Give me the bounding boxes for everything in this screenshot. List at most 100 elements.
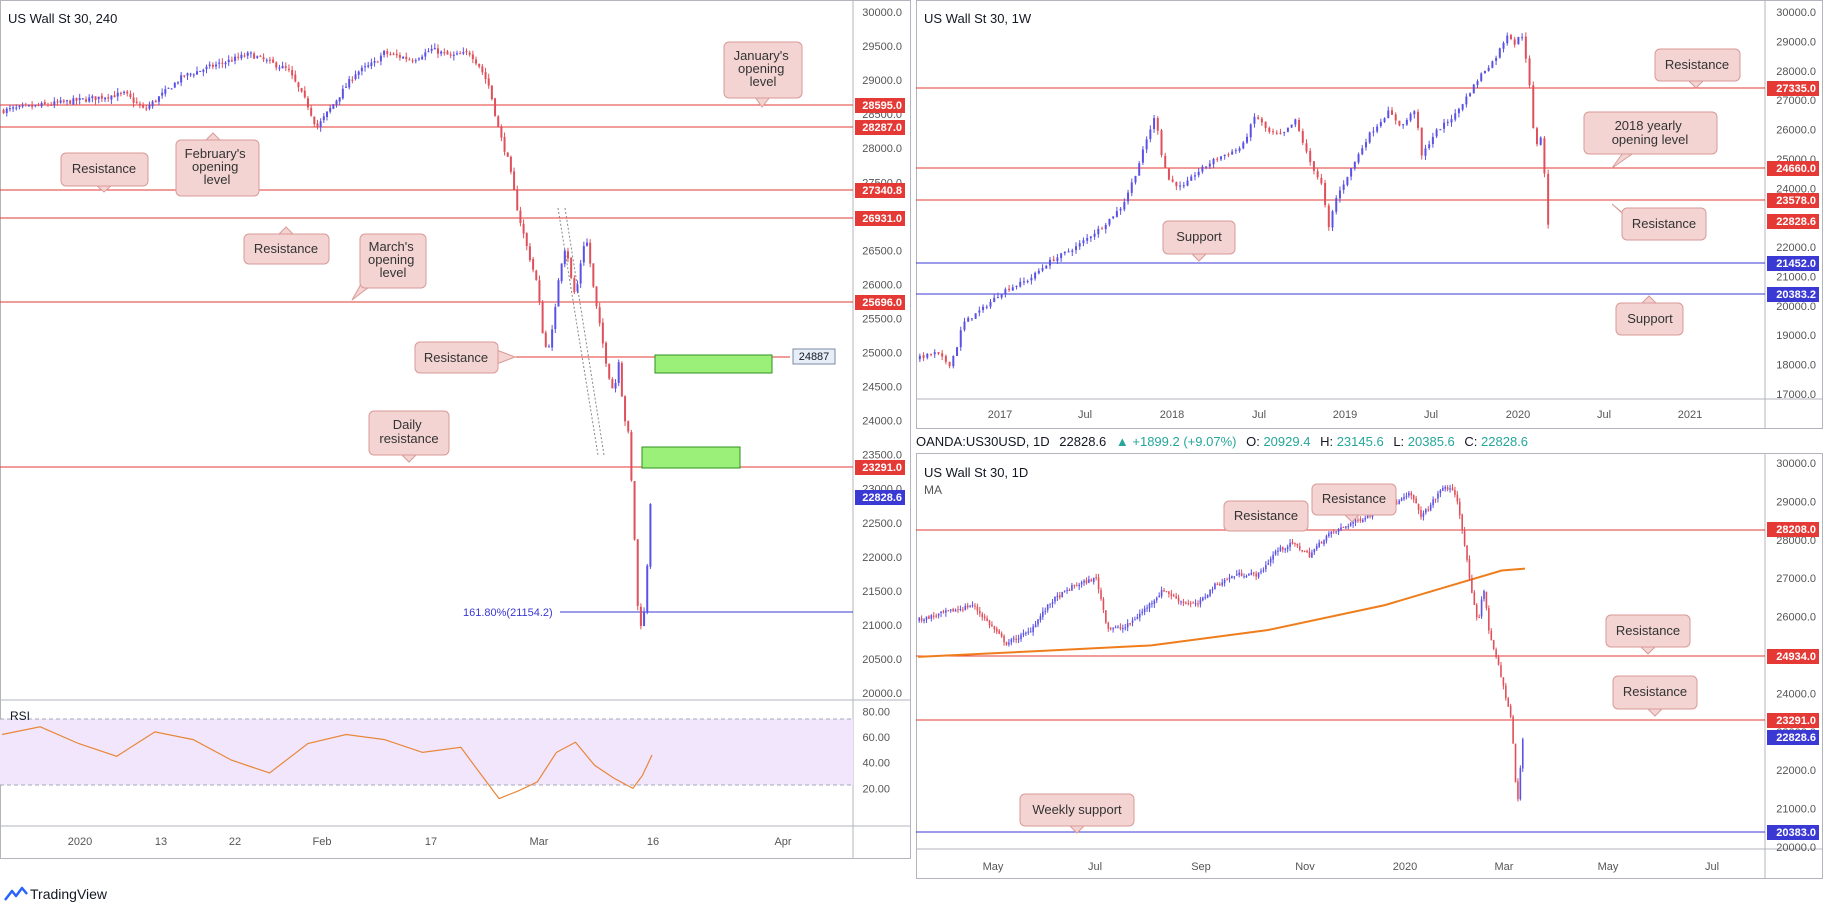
candle-body — [43, 102, 46, 104]
candle-body — [1417, 111, 1420, 128]
candle-body — [1218, 584, 1221, 586]
candle-body — [573, 278, 576, 293]
candle-body — [620, 363, 623, 397]
candle-body — [1539, 137, 1542, 145]
candle-body — [1197, 603, 1199, 605]
candle-body — [1517, 36, 1520, 45]
daily-callout-resistance-b: Resistance — [1311, 483, 1397, 523]
candle-body — [50, 104, 53, 106]
candle-body — [326, 111, 328, 118]
candle-body — [942, 611, 945, 613]
candle-body — [1443, 122, 1446, 129]
daily-callout-weekly-support: Weekly support — [1019, 793, 1135, 834]
candle-body — [1308, 551, 1311, 558]
candle-body — [1011, 287, 1014, 291]
candle-body — [1052, 259, 1055, 261]
time-tick-label: 2018 — [1160, 409, 1184, 421]
price-tick-label: 21000.0 — [1776, 804, 1816, 816]
candle-body — [421, 56, 424, 60]
candle-body — [982, 306, 985, 311]
candle-body — [1078, 243, 1081, 247]
candle-body — [993, 626, 996, 630]
daily-chart-title: US Wall St 30, 1D — [924, 465, 1028, 480]
candle-body — [1309, 150, 1312, 163]
svg-text:28208.0: 28208.0 — [1776, 524, 1816, 536]
candle-body — [500, 127, 503, 138]
candle-body — [1463, 529, 1466, 546]
candle-body — [971, 605, 974, 607]
price-tick-label: 21000.0 — [862, 620, 902, 632]
candle-body — [1226, 579, 1228, 581]
candle-body — [1298, 546, 1301, 550]
candle-body — [484, 72, 487, 80]
price-tick-label: 22000.0 — [1776, 242, 1816, 254]
candle-body — [1352, 522, 1354, 524]
price-tick-label: 21500.0 — [862, 586, 902, 598]
candle-body — [142, 104, 145, 108]
candle-body — [932, 615, 935, 617]
candle-body — [287, 68, 290, 70]
candle-body — [1180, 601, 1182, 603]
candle-body — [1136, 617, 1139, 620]
candle-body — [1126, 623, 1129, 628]
svg-text:20383.2: 20383.2 — [1776, 289, 1816, 301]
svg-text:20383.0: 20383.0 — [1776, 827, 1816, 839]
candle-body — [1165, 591, 1168, 593]
candle-body — [1170, 593, 1173, 596]
daily-low-value: 20385.6 — [1408, 434, 1455, 449]
candle-body — [1483, 71, 1486, 74]
candle-body — [12, 107, 15, 109]
candle-body — [1349, 523, 1352, 526]
candle-body — [1513, 39, 1516, 45]
candle-body — [937, 352, 940, 354]
candle-body — [513, 171, 516, 190]
candle-body — [1415, 498, 1417, 504]
candle-body — [1483, 590, 1485, 599]
candle-body — [1427, 509, 1430, 511]
candle-body — [1410, 492, 1413, 496]
time-tick-label: 2020 — [1393, 861, 1417, 873]
chart-layout: US Wall St 30, 240 30000.0 29500.0 29000.0… — [0, 0, 1823, 879]
candle-body — [376, 61, 379, 63]
time-tick-label: May — [1598, 861, 1619, 873]
candle-body — [34, 104, 37, 107]
candle-body — [5, 108, 8, 113]
candle-body — [563, 250, 566, 265]
candle-body — [1141, 149, 1144, 163]
tradingview-brand-text[interactable]: TradingView — [30, 886, 108, 902]
candle-body — [1060, 253, 1063, 259]
candle-body — [570, 257, 573, 278]
candle-body — [1089, 236, 1092, 239]
price-tick-label: 30000.0 — [862, 7, 902, 19]
candle-body — [24, 104, 27, 106]
candle-body — [319, 121, 322, 128]
candle-body — [926, 353, 929, 358]
candle-body — [522, 223, 525, 234]
candle-body — [1394, 114, 1397, 121]
price-tick-label: 24000.0 — [1776, 688, 1816, 700]
candle-body — [268, 59, 271, 61]
candle-body — [935, 615, 937, 617]
h4-candles — [2, 43, 652, 630]
time-tick-label: Jul — [1597, 409, 1611, 421]
price-tick-label: 26000.0 — [862, 279, 902, 291]
candle-body — [1168, 591, 1170, 594]
candle-body — [1160, 130, 1163, 156]
svg-text:Support: Support — [1627, 311, 1673, 326]
candle-body — [1340, 527, 1342, 530]
h4-badge-23291: 23291.0 — [855, 460, 905, 475]
candle-body — [922, 355, 925, 358]
candle-body — [528, 246, 531, 261]
candle-body — [1466, 545, 1468, 560]
weekly-callout-resistance-mid: Resistance — [1611, 203, 1707, 241]
candle-body — [126, 91, 129, 94]
candle-body — [46, 104, 49, 106]
candle-body — [592, 263, 595, 287]
candle-body — [1277, 550, 1279, 552]
candle-body — [933, 352, 936, 355]
candle-body — [1509, 705, 1512, 717]
candle-body — [947, 610, 950, 612]
candle-body — [1431, 136, 1434, 144]
candle-body — [1063, 251, 1066, 254]
tradingview-logo-icon[interactable] — [4, 885, 28, 903]
